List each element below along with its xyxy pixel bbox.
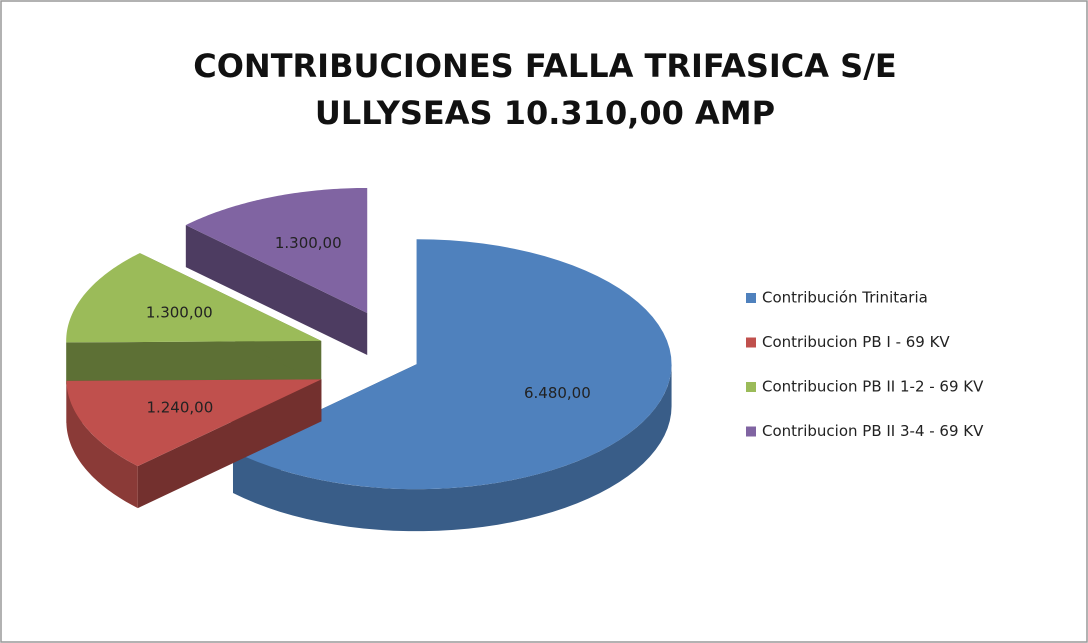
legend-swatch [746,382,756,392]
legend-label: Contribucion PB II 3-4 - 69 KV [762,422,984,440]
slice-wall [232,364,672,532]
value-label: 6.480,00 [524,384,591,402]
pie-slice [185,187,368,313]
value-label: 1.300,00 [275,234,342,252]
value-label: 1.300,00 [146,303,213,321]
value-label: 1.240,00 [146,398,213,416]
legend-label: Contribucion PB II 1-2 - 69 KV [762,378,984,396]
legend-label: Contribucion PB I - 69 KV [762,333,950,351]
legend-label: Contribución Trinitaria [762,289,928,307]
legend-swatch [746,426,756,437]
chart-title: CONTRIBUCIONES FALLA TRIFASICA S/E [193,47,897,85]
legend-swatch [746,337,756,348]
chart-title: ULLYSEAS 10.310,00 AMP [315,94,775,132]
slice-wall [66,380,138,509]
pie-slice [66,253,322,343]
pie-slice [66,379,322,467]
slice-side [185,225,368,355]
legend-swatch [746,293,756,303]
pie-slice [232,239,672,490]
